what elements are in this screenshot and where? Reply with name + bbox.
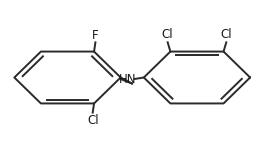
Text: HN: HN (119, 73, 136, 86)
Text: Cl: Cl (87, 114, 99, 127)
Text: Cl: Cl (162, 28, 173, 41)
Text: F: F (92, 29, 99, 42)
Text: Cl: Cl (221, 28, 232, 41)
